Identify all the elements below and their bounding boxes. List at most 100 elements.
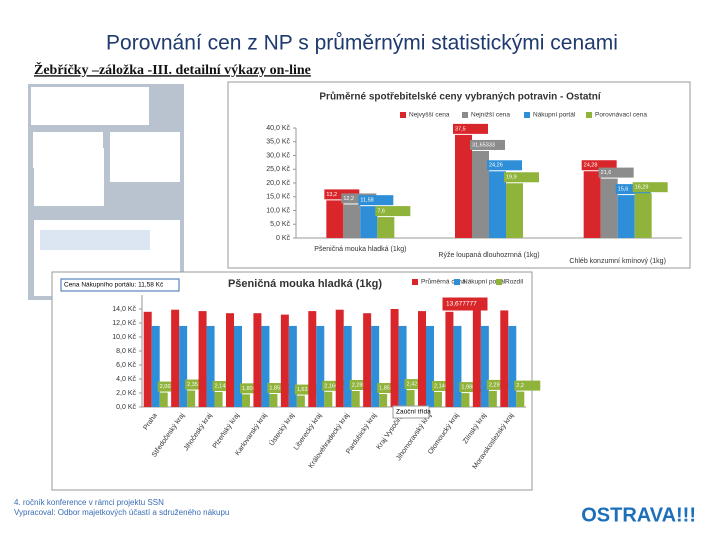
y-tick-label: 0 Kč [276, 235, 291, 242]
y-tick-label: 4,0 Kč [116, 376, 136, 383]
bar [426, 325, 434, 407]
bar [453, 325, 462, 407]
y-tick-label: 12,0 Kč [112, 320, 136, 327]
bar [480, 325, 489, 407]
value-label-box [632, 182, 668, 193]
bar [242, 394, 250, 407]
y-tick-label: 40,0 Kč [266, 125, 290, 132]
bar [326, 200, 344, 238]
bar [600, 178, 618, 238]
bar [455, 134, 472, 238]
y-tick-label: 0,0 Kč [116, 404, 136, 411]
y-tick-label: 2,0 Kč [116, 390, 136, 397]
y-tick-label: 10,0 Kč [266, 207, 290, 214]
value-label-box [375, 206, 411, 217]
x-tick-label: Pšeničná mouka hladká (1kg) [314, 246, 406, 253]
annotation-box [392, 405, 430, 419]
legend-swatch [454, 279, 460, 285]
legend-label: Nákupní portál [463, 279, 506, 286]
bar [308, 311, 317, 407]
value-label-box [212, 380, 239, 391]
bar [398, 325, 407, 407]
bar [434, 391, 442, 407]
value-label-box [267, 383, 294, 394]
footer-line: Vypracoval: Odbor majetkových účastí a s… [14, 508, 229, 517]
y-tick-label: 14,0 Kč [112, 306, 136, 313]
y-tick-label: 30,0 Kč [266, 152, 290, 159]
value-label: 2,2 [516, 383, 524, 389]
y-tick-label: 35,0 Kč [266, 139, 290, 146]
value-label-box [432, 380, 458, 391]
value-label-box [514, 380, 541, 391]
bar [198, 311, 207, 407]
value-label-box [322, 380, 349, 391]
bar [617, 195, 635, 238]
legend-swatch [496, 279, 502, 285]
bar [371, 325, 380, 407]
legend-label: Porovnávací cena [595, 112, 647, 119]
value-label: 2,42 [407, 382, 418, 388]
bar [187, 390, 196, 407]
bar [377, 217, 395, 238]
bar [288, 325, 297, 407]
bar [583, 171, 601, 238]
bar [500, 310, 509, 407]
annotation-box [442, 297, 488, 311]
chart-title: Průměrné spotřebitelské ceny vybraných p… [319, 91, 601, 103]
bar [261, 325, 270, 407]
bar [461, 393, 470, 407]
legend-swatch [400, 112, 406, 118]
legend-swatch [524, 112, 530, 118]
value-label-box [504, 172, 539, 183]
bar [171, 309, 180, 407]
y-tick-label: 20,0 Kč [266, 180, 290, 187]
value-label-box [349, 379, 376, 390]
value-label-box [157, 381, 184, 392]
bar [360, 206, 378, 238]
y-tick-label: 10,0 Kč [112, 334, 136, 341]
value-label-box [377, 383, 404, 394]
bar [406, 390, 415, 407]
value-label: 24,28 [584, 163, 598, 169]
bar [253, 313, 262, 407]
legend-label: Nákupní portál [533, 112, 576, 119]
slide-subtitle: Žebříčky –záložka -III. detailní výkazy … [34, 61, 311, 78]
bar [351, 390, 360, 407]
bar [179, 325, 188, 407]
bar [418, 311, 426, 407]
bar [324, 391, 333, 407]
y-tick-label: 6,0 Kč [116, 362, 136, 369]
bar [489, 171, 506, 238]
bar [343, 325, 352, 407]
value-label-box [358, 195, 394, 206]
bar [296, 395, 305, 407]
value-label-box [459, 382, 486, 393]
x-tick-label: Chléb konzumní kmínový (1kg) [569, 258, 665, 265]
bar [280, 314, 289, 407]
legend-swatch [462, 112, 468, 118]
bar [390, 309, 399, 407]
bar [159, 392, 168, 407]
value-label: 7,6 [377, 209, 385, 215]
value-label: 11,58 [360, 198, 373, 204]
value-label: 19,9 [506, 175, 517, 181]
value-label-box [487, 160, 522, 171]
thumbnail-panel [28, 84, 184, 300]
value-label: 21,6 [601, 170, 612, 176]
bar [379, 394, 388, 407]
legend-swatch [412, 279, 418, 285]
annotation: 13,677777 [446, 301, 477, 308]
value-label-box [470, 139, 505, 150]
chart-title: Pšeničná mouka hladká (1kg) [228, 278, 382, 290]
y-tick-label: 5,0 Kč [270, 221, 290, 228]
bar [363, 313, 372, 407]
value-label: 24,26 [489, 163, 503, 169]
value-label: 16,29 [635, 185, 649, 191]
slide-title: Porovnání cen z NP s průměrnými statisti… [106, 32, 618, 55]
bar [269, 394, 278, 407]
bar [143, 311, 152, 407]
value-label: 37,5 [455, 126, 466, 132]
legend-label: Rozdíl [505, 279, 524, 286]
bar [316, 325, 325, 407]
